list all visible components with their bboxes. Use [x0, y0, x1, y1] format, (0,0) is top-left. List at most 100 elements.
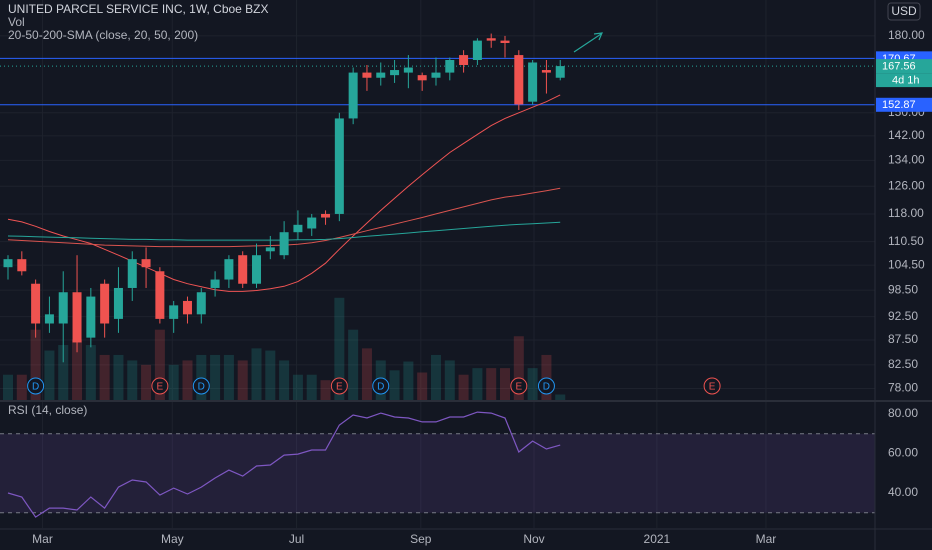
- candle-body: [362, 72, 372, 78]
- volume-bar: [210, 354, 221, 400]
- candle-body: [113, 287, 123, 319]
- candle-body: [224, 259, 234, 280]
- candle-body: [500, 40, 510, 43]
- volume-bar: [430, 354, 441, 400]
- candle-body: [58, 292, 68, 324]
- candle-body: [155, 271, 165, 319]
- countdown-box: [876, 73, 932, 88]
- candle-body: [348, 72, 358, 119]
- volume-bar: [361, 348, 372, 400]
- y-tick-label: 180.00: [888, 28, 925, 42]
- volume-bar: [168, 364, 179, 400]
- symbol-title: UNITED PARCEL SERVICE INC, 1W, Cboe BZX: [8, 2, 269, 16]
- event-marker: [537, 377, 555, 395]
- candle-body: [541, 70, 551, 73]
- currency-button[interactable]: [887, 2, 921, 21]
- candle-body: [293, 224, 303, 233]
- candle-body: [279, 232, 289, 256]
- currency-label[interactable]: USD: [891, 4, 917, 18]
- x-tick-label: Jul: [289, 532, 304, 546]
- y-tick-label: 98.50: [888, 282, 918, 296]
- candle-body: [44, 314, 54, 324]
- candle-body: [31, 283, 41, 324]
- candle-body: [459, 55, 469, 65]
- volume-bar: [500, 368, 511, 400]
- candle-body: [196, 292, 206, 315]
- volume-bar: [85, 345, 96, 400]
- candle-body: [210, 279, 220, 288]
- volume-bar: [334, 297, 345, 400]
- volume-bar: [417, 372, 428, 400]
- candle-body: [376, 72, 386, 78]
- y-tick-label: 118.00: [888, 206, 924, 220]
- volume-bar: [3, 374, 14, 400]
- y-tick-label: 60.00: [888, 446, 918, 460]
- event-marker: [330, 377, 348, 395]
- volume-bar: [196, 354, 207, 400]
- volume-bar: [72, 339, 83, 400]
- x-tick-label: Mar: [32, 532, 53, 546]
- volume-bar: [154, 329, 165, 400]
- y-tick-label: 126.00: [888, 178, 925, 192]
- volume-bar: [141, 364, 152, 400]
- volume-bar: [458, 374, 469, 400]
- candle-body: [514, 55, 524, 105]
- x-tick-label: Nov: [523, 532, 544, 546]
- event-marker: [151, 377, 169, 395]
- event-marker: [192, 377, 210, 395]
- volume-bar: [306, 374, 317, 400]
- volume-bar: [182, 360, 193, 400]
- candle-body: [390, 70, 400, 76]
- volume-bar: [44, 350, 55, 400]
- candle-body: [334, 118, 344, 214]
- y-tick-label: 82.50: [888, 357, 918, 371]
- x-tick-label: May: [161, 532, 184, 546]
- volume-label: Vol: [8, 15, 25, 29]
- candle-body: [100, 283, 110, 324]
- candle-body: [182, 300, 192, 315]
- candle-body: [528, 62, 538, 102]
- y-tick-label: 110.50: [888, 234, 924, 248]
- rsi-title: RSI (14, close): [8, 403, 87, 417]
- candle-body: [17, 259, 27, 272]
- indicator-label: 20-50-200-SMA (close, 20, 50, 200): [8, 28, 198, 42]
- volume-bar: [513, 336, 524, 400]
- event-marker: [703, 377, 721, 395]
- candle-body: [86, 296, 96, 338]
- volume-bar: [113, 354, 124, 400]
- volume-bar: [251, 348, 262, 400]
- x-tick-label: Mar: [756, 532, 777, 546]
- volume-bar: [16, 374, 27, 400]
- candle-body: [321, 213, 331, 218]
- rsi-band: [0, 433, 875, 513]
- candle-body: [252, 255, 262, 284]
- volume-bar: [541, 354, 552, 400]
- event-marker: [510, 377, 528, 395]
- event-label: E: [157, 382, 164, 393]
- y-tick-label: 80.00: [888, 406, 918, 420]
- candle-body: [72, 292, 82, 343]
- last-price-label-box: [876, 59, 932, 74]
- volume-bar: [389, 370, 400, 400]
- y-tick-label: 87.50: [888, 332, 918, 346]
- volume-bar: [30, 329, 41, 400]
- volume-bar: [527, 368, 538, 400]
- candle-body: [486, 38, 496, 41]
- level-label-box: [876, 97, 932, 112]
- volume-bar: [58, 345, 69, 400]
- y-tick-label: 134.00: [888, 153, 925, 167]
- volume-bar: [265, 350, 276, 400]
- event-marker: [27, 377, 45, 395]
- event-label: D: [32, 382, 39, 393]
- y-tick-label: 92.50: [888, 309, 918, 323]
- level-label-text: 152.87: [882, 99, 916, 111]
- candle-body: [169, 305, 179, 319]
- event-label: E: [709, 382, 716, 393]
- volume-bar: [403, 361, 414, 400]
- event-label: E: [336, 382, 343, 393]
- countdown-text: 4d 1h: [892, 75, 920, 87]
- event-label: D: [198, 382, 205, 393]
